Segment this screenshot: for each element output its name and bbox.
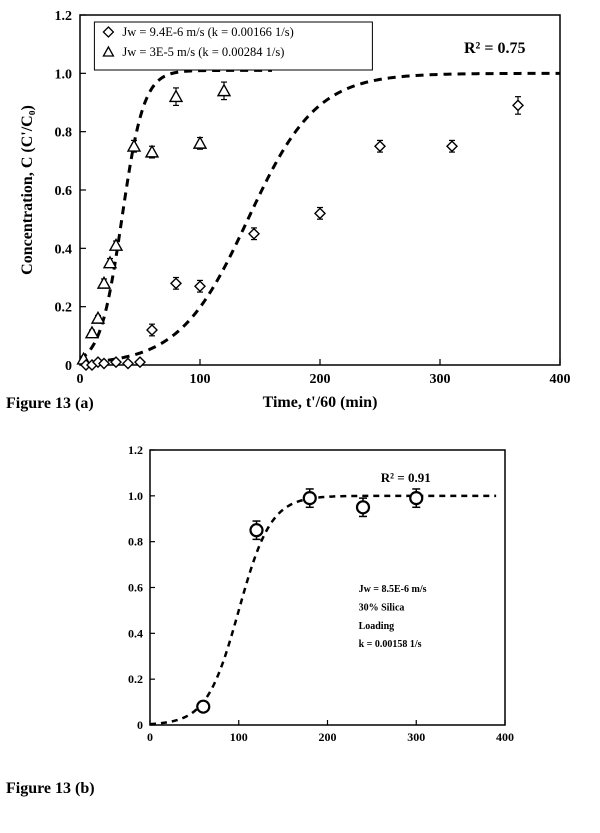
svg-text:0.8: 0.8: [128, 535, 143, 549]
svg-text:Concentration, C (C'/C₀): Concentration, C (C'/C₀): [19, 105, 36, 275]
svg-text:0: 0: [147, 730, 153, 744]
svg-text:30% Silica: 30% Silica: [359, 602, 405, 613]
svg-text:200: 200: [310, 372, 331, 387]
svg-text:0.4: 0.4: [55, 242, 73, 257]
figure-13a-caption: Figure 13 (a): [6, 395, 94, 413]
svg-text:1.0: 1.0: [55, 67, 73, 82]
svg-text:200: 200: [319, 730, 337, 744]
svg-text:0.4: 0.4: [128, 626, 143, 640]
svg-text:k = 0.00158 1/s: k = 0.00158 1/s: [359, 639, 422, 650]
svg-text:0: 0: [65, 359, 72, 374]
svg-text:R² = 0.91: R² = 0.91: [381, 470, 431, 485]
svg-text:100: 100: [190, 372, 211, 387]
figure-13b-caption: Figure 13 (b): [6, 780, 95, 798]
svg-text:R² = 0.75: R² = 0.75: [464, 40, 525, 57]
svg-text:0.6: 0.6: [128, 581, 143, 595]
figure-13a-wrap: 0 100 200 300 400 0 0.2 0.4 0.6 0.8 1.0 1.2 Time, t'…: [0, 0, 600, 430]
svg-text:Jw = 8.5E-6 m/s: Jw = 8.5E-6 m/s: [359, 584, 427, 595]
svg-text:300: 300: [407, 730, 425, 744]
svg-text:0: 0: [137, 718, 143, 732]
svg-text:0.2: 0.2: [128, 672, 143, 686]
svg-text:1.2: 1.2: [128, 443, 143, 457]
svg-text:1.0: 1.0: [128, 489, 143, 503]
figure-13b-wrap: 0 100 200 300 400 0 0.2 0.4 0.6 0.8 1.0 1.2 R² = 0.9…: [0, 430, 600, 830]
svg-text:0: 0: [77, 372, 84, 387]
figure-13a-chart: 0 100 200 300 400 0 0.2 0.4 0.6 0.8 1.0 1.2 Time, t'…: [0, 0, 600, 430]
svg-text:Loading: Loading: [359, 621, 395, 632]
svg-text:Time, t'/60 (min): Time, t'/60 (min): [263, 394, 378, 411]
svg-text:400: 400: [550, 372, 571, 387]
svg-text:0.2: 0.2: [55, 301, 73, 316]
svg-text:0.8: 0.8: [55, 126, 73, 141]
svg-text:0.6: 0.6: [55, 184, 73, 199]
svg-text:1.2: 1.2: [55, 9, 73, 24]
svg-text:300: 300: [430, 372, 451, 387]
figure-13b-chart: 0 100 200 300 400 0 0.2 0.4 0.6 0.8 1.0 1.2 R² = 0.9…: [0, 430, 600, 830]
svg-text:Jw = 3E-5 m/s (k = 0.00284 1/s: Jw = 3E-5 m/s (k = 0.00284 1/s): [122, 45, 284, 59]
svg-text:Jw = 9.4E-6 m/s (k = 0.00166 1: Jw = 9.4E-6 m/s (k = 0.00166 1/s): [122, 25, 293, 39]
svg-text:400: 400: [496, 730, 514, 744]
svg-text:100: 100: [230, 730, 248, 744]
